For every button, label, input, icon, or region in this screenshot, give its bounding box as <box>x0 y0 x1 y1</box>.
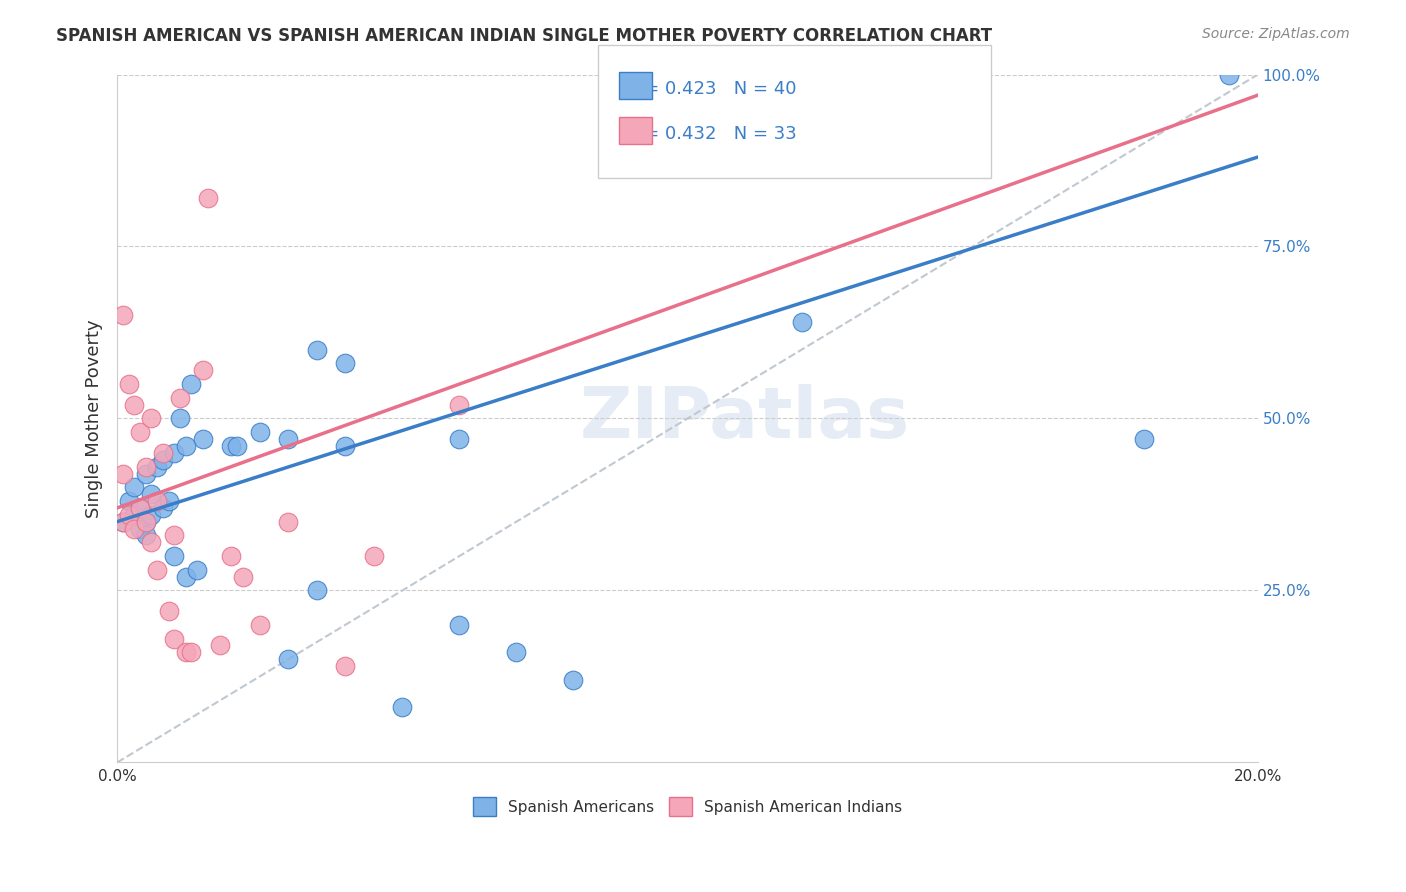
Point <box>391 700 413 714</box>
Point <box>505 645 527 659</box>
Point <box>208 639 231 653</box>
Point <box>124 398 146 412</box>
Point <box>277 515 299 529</box>
Point <box>111 308 134 322</box>
Point <box>1132 432 1154 446</box>
Point <box>152 452 174 467</box>
Point <box>163 528 186 542</box>
Point <box>152 446 174 460</box>
Point <box>163 446 186 460</box>
Point <box>152 500 174 515</box>
Point <box>449 432 471 446</box>
Point <box>141 487 163 501</box>
Point <box>335 356 357 370</box>
Point <box>249 618 271 632</box>
Point <box>129 522 152 536</box>
Point <box>226 439 249 453</box>
Point <box>180 377 202 392</box>
Point <box>163 549 186 563</box>
Text: Source: ZipAtlas.com: Source: ZipAtlas.com <box>1202 27 1350 41</box>
Point <box>169 391 191 405</box>
Point <box>790 315 813 329</box>
Point <box>124 508 146 522</box>
Point <box>129 500 152 515</box>
Point <box>111 515 134 529</box>
Point <box>197 191 219 205</box>
Point <box>191 363 214 377</box>
Point <box>124 480 146 494</box>
Point <box>219 439 242 453</box>
Point <box>117 377 139 392</box>
Point <box>305 343 328 357</box>
Point <box>174 439 197 453</box>
Point <box>157 604 180 618</box>
Point <box>135 515 157 529</box>
Text: SPANISH AMERICAN VS SPANISH AMERICAN INDIAN SINGLE MOTHER POVERTY CORRELATION CH: SPANISH AMERICAN VS SPANISH AMERICAN IND… <box>56 27 993 45</box>
Point <box>135 528 157 542</box>
Point <box>1218 68 1240 82</box>
Point <box>135 467 157 481</box>
Point <box>141 535 163 549</box>
Point <box>219 549 242 563</box>
Point <box>562 673 585 687</box>
Text: R = 0.432   N = 33: R = 0.432 N = 33 <box>626 125 796 143</box>
Point <box>146 563 169 577</box>
Point <box>449 618 471 632</box>
Text: ZIPatlas: ZIPatlas <box>579 384 910 453</box>
Point <box>191 432 214 446</box>
Point <box>117 508 139 522</box>
Legend: Spanish Americans, Spanish American Indians: Spanish Americans, Spanish American Indi… <box>465 789 910 823</box>
Text: R = 0.423   N = 40: R = 0.423 N = 40 <box>626 80 796 98</box>
Point <box>157 494 180 508</box>
Point <box>169 411 191 425</box>
Point <box>163 632 186 646</box>
Point <box>135 459 157 474</box>
Point <box>180 645 202 659</box>
Point <box>111 515 134 529</box>
Point <box>129 425 152 440</box>
Point <box>135 515 157 529</box>
Point <box>124 522 146 536</box>
Point <box>146 494 169 508</box>
Point <box>449 398 471 412</box>
Point <box>232 570 254 584</box>
Point <box>335 439 357 453</box>
Point <box>129 500 152 515</box>
Point <box>335 659 357 673</box>
Point <box>174 645 197 659</box>
Point <box>186 563 208 577</box>
Point <box>141 508 163 522</box>
Point <box>141 411 163 425</box>
Point <box>174 570 197 584</box>
Point <box>305 583 328 598</box>
Point <box>790 102 813 116</box>
Point <box>277 652 299 666</box>
Point <box>146 459 169 474</box>
Y-axis label: Single Mother Poverty: Single Mother Poverty <box>86 319 103 517</box>
Point <box>249 425 271 440</box>
Point <box>117 494 139 508</box>
Point <box>277 432 299 446</box>
Point <box>363 549 385 563</box>
Point <box>111 467 134 481</box>
